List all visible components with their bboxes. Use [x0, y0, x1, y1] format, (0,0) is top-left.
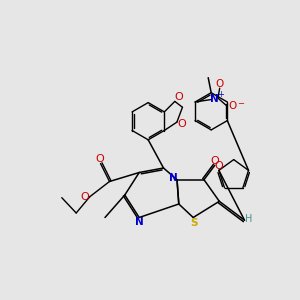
Text: O: O	[174, 92, 183, 102]
Text: H: H	[245, 214, 252, 224]
Text: N: N	[135, 217, 144, 227]
Text: O: O	[229, 101, 237, 111]
Text: N: N	[210, 94, 219, 104]
Text: N: N	[169, 173, 178, 183]
Text: S: S	[190, 218, 198, 228]
Text: O: O	[214, 161, 223, 171]
Text: O: O	[95, 154, 104, 164]
Text: +: +	[217, 90, 224, 99]
Text: O: O	[80, 192, 89, 202]
Text: O: O	[210, 156, 219, 166]
Text: O: O	[216, 79, 224, 89]
Text: −: −	[237, 99, 244, 108]
Text: O: O	[177, 118, 186, 129]
